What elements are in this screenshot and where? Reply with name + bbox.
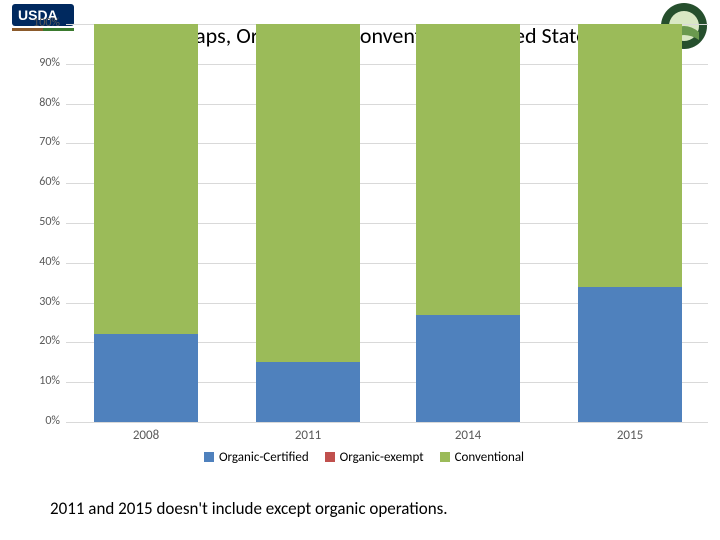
x-tick-label: 2014 bbox=[416, 428, 520, 443]
legend-swatch bbox=[204, 452, 214, 462]
legend-swatch bbox=[325, 452, 335, 462]
chart-bars bbox=[66, 24, 708, 422]
y-tick-label: 90% bbox=[20, 56, 60, 70]
x-tick-label: 2015 bbox=[578, 428, 682, 443]
bar-group bbox=[94, 24, 198, 422]
bar-segment bbox=[94, 334, 198, 422]
y-tick-label: 40% bbox=[20, 255, 60, 269]
y-tick-label: 70% bbox=[20, 135, 60, 149]
legend-swatch bbox=[440, 452, 450, 462]
y-tick-label: 30% bbox=[20, 295, 60, 309]
page: USDA Maple Taps, Organic and Conventiona… bbox=[0, 0, 720, 540]
y-tick-label: 20% bbox=[20, 334, 60, 348]
bar-segment bbox=[578, 287, 682, 422]
bar-group bbox=[578, 24, 682, 422]
footnote: 2011 and 2015 doesn't include except org… bbox=[50, 498, 448, 519]
y-tick-label: 80% bbox=[20, 96, 60, 110]
bar-group bbox=[256, 24, 360, 422]
legend-label: Organic-Certified bbox=[219, 450, 309, 465]
chart-legend: Organic-Certified Organic-exempt Conventio… bbox=[20, 450, 708, 465]
legend-item: Organic-Certified bbox=[204, 450, 309, 465]
bar-segment bbox=[256, 24, 360, 362]
bar-segment bbox=[416, 315, 520, 422]
y-tick-label: 60% bbox=[20, 175, 60, 189]
y-tick-label: 10% bbox=[20, 374, 60, 388]
bar-segment bbox=[256, 362, 360, 422]
legend-label: Conventional bbox=[455, 450, 524, 465]
legend-item: Conventional bbox=[440, 450, 524, 465]
x-tick-label: 2011 bbox=[256, 428, 360, 443]
bar-segment bbox=[578, 24, 682, 287]
bar-segment bbox=[416, 24, 520, 315]
bar-segment bbox=[94, 24, 198, 334]
bar-group bbox=[416, 24, 520, 422]
y-tick-label: 100% bbox=[20, 16, 60, 30]
x-tick-label: 2008 bbox=[94, 428, 198, 443]
gridline bbox=[66, 422, 708, 423]
y-tick-label: 50% bbox=[20, 215, 60, 229]
legend-item: Organic-exempt bbox=[325, 450, 424, 465]
y-tick-label: 0% bbox=[20, 414, 60, 428]
legend-label: Organic-exempt bbox=[340, 450, 424, 465]
chart: Organic-Certified Organic-exempt Conventio… bbox=[20, 24, 708, 464]
